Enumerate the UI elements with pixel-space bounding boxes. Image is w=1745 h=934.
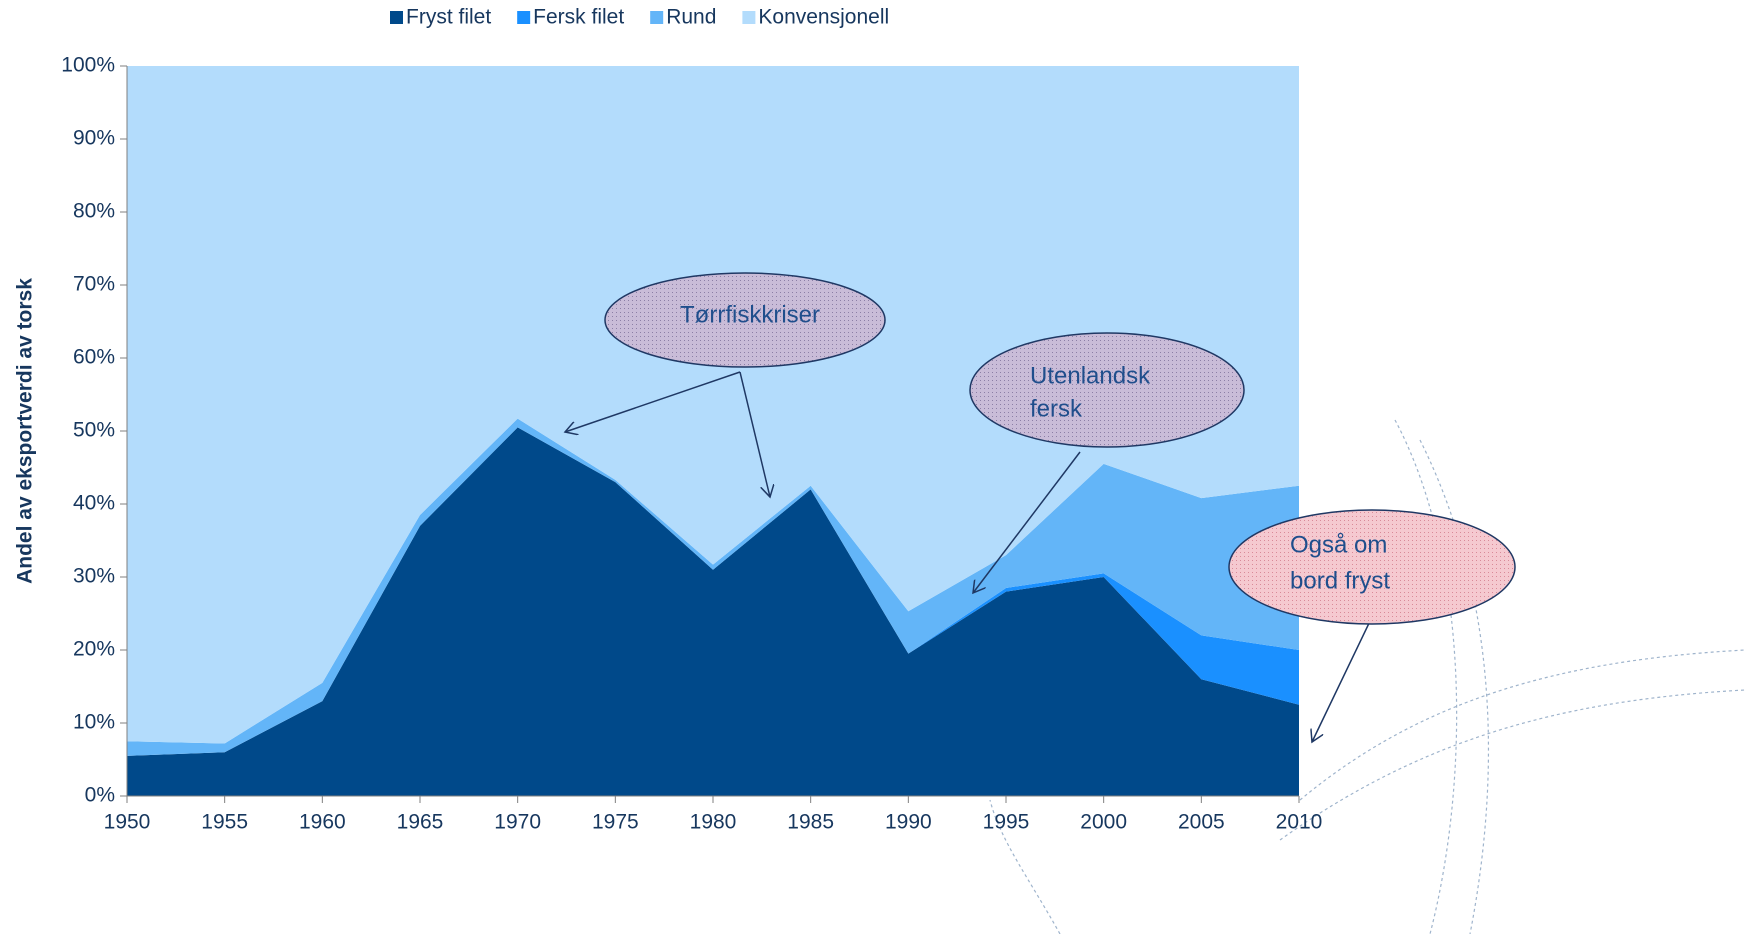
x-tick-label: 1975 bbox=[592, 811, 639, 834]
x-tick-label: 2005 bbox=[1178, 811, 1225, 834]
annotation-text: fersk bbox=[1030, 395, 1083, 422]
legend-swatch bbox=[650, 11, 664, 24]
legend-label: Fryst filet bbox=[406, 6, 491, 29]
y-axis-label: Andel av eksportverdi av torsk bbox=[14, 278, 37, 584]
y-tick-label: 90% bbox=[73, 127, 115, 150]
x-tick-label: 1960 bbox=[299, 811, 346, 834]
x-tick-label: 2010 bbox=[1276, 811, 1323, 834]
y-tick-label: 70% bbox=[73, 273, 115, 296]
annotation: Også om bord fryst bbox=[1228, 509, 1516, 625]
legend-label: Konvensjonell bbox=[758, 6, 889, 29]
legend-label: Fersk filet bbox=[533, 6, 624, 29]
x-tick-label: 1985 bbox=[787, 811, 834, 834]
y-tick-label: 40% bbox=[73, 492, 115, 515]
x-tick-label: 1965 bbox=[397, 811, 444, 834]
annotation: Tørrfiskkriser bbox=[604, 272, 886, 368]
annotation-arrows bbox=[565, 371, 1373, 742]
axes: 0% 10% 20% 30% 40% 50% 60% 70% 80% 90% 100% 1950 195… bbox=[61, 54, 1322, 834]
legend-swatch bbox=[517, 11, 531, 24]
area bbox=[127, 427, 1299, 796]
annotation: Utenlandsk fersk bbox=[969, 332, 1245, 448]
legend-swatch bbox=[390, 11, 403, 24]
y-tick-label: 80% bbox=[73, 200, 115, 223]
x-tick-label: 1990 bbox=[885, 811, 932, 834]
x-tick-label: 1955 bbox=[201, 811, 248, 834]
y-tick-label: 100% bbox=[61, 54, 115, 77]
legend-swatch bbox=[742, 11, 756, 24]
x-tick-label: 1995 bbox=[983, 811, 1030, 834]
y-tick-label: 10% bbox=[73, 711, 115, 734]
x-tick-label: 1970 bbox=[494, 811, 541, 834]
x-tick-label: 1950 bbox=[104, 811, 151, 834]
y-tick-label: 20% bbox=[73, 638, 115, 661]
annotation-text: Også om bbox=[1290, 531, 1387, 558]
y-tick-label: 60% bbox=[73, 346, 115, 369]
y-tick-label: 50% bbox=[73, 419, 115, 442]
x-tick-label: 2000 bbox=[1080, 811, 1127, 834]
y-tick-label: 30% bbox=[73, 565, 115, 588]
legend: Fryst filet Fersk filet Rund Konvensjonell bbox=[390, 6, 889, 29]
y-tick-label: 0% bbox=[85, 784, 115, 807]
annotation-text: bord fryst bbox=[1290, 567, 1390, 594]
annotation-text: Utenlandsk bbox=[1030, 362, 1151, 389]
decoration bbox=[989, 419, 1745, 934]
legend-label: Rund bbox=[666, 6, 716, 29]
x-tick-label: 1980 bbox=[690, 811, 737, 834]
plot-area bbox=[127, 66, 1299, 796]
annotation-text: Tørrfiskkriser bbox=[680, 301, 820, 328]
area bbox=[127, 66, 1299, 744]
